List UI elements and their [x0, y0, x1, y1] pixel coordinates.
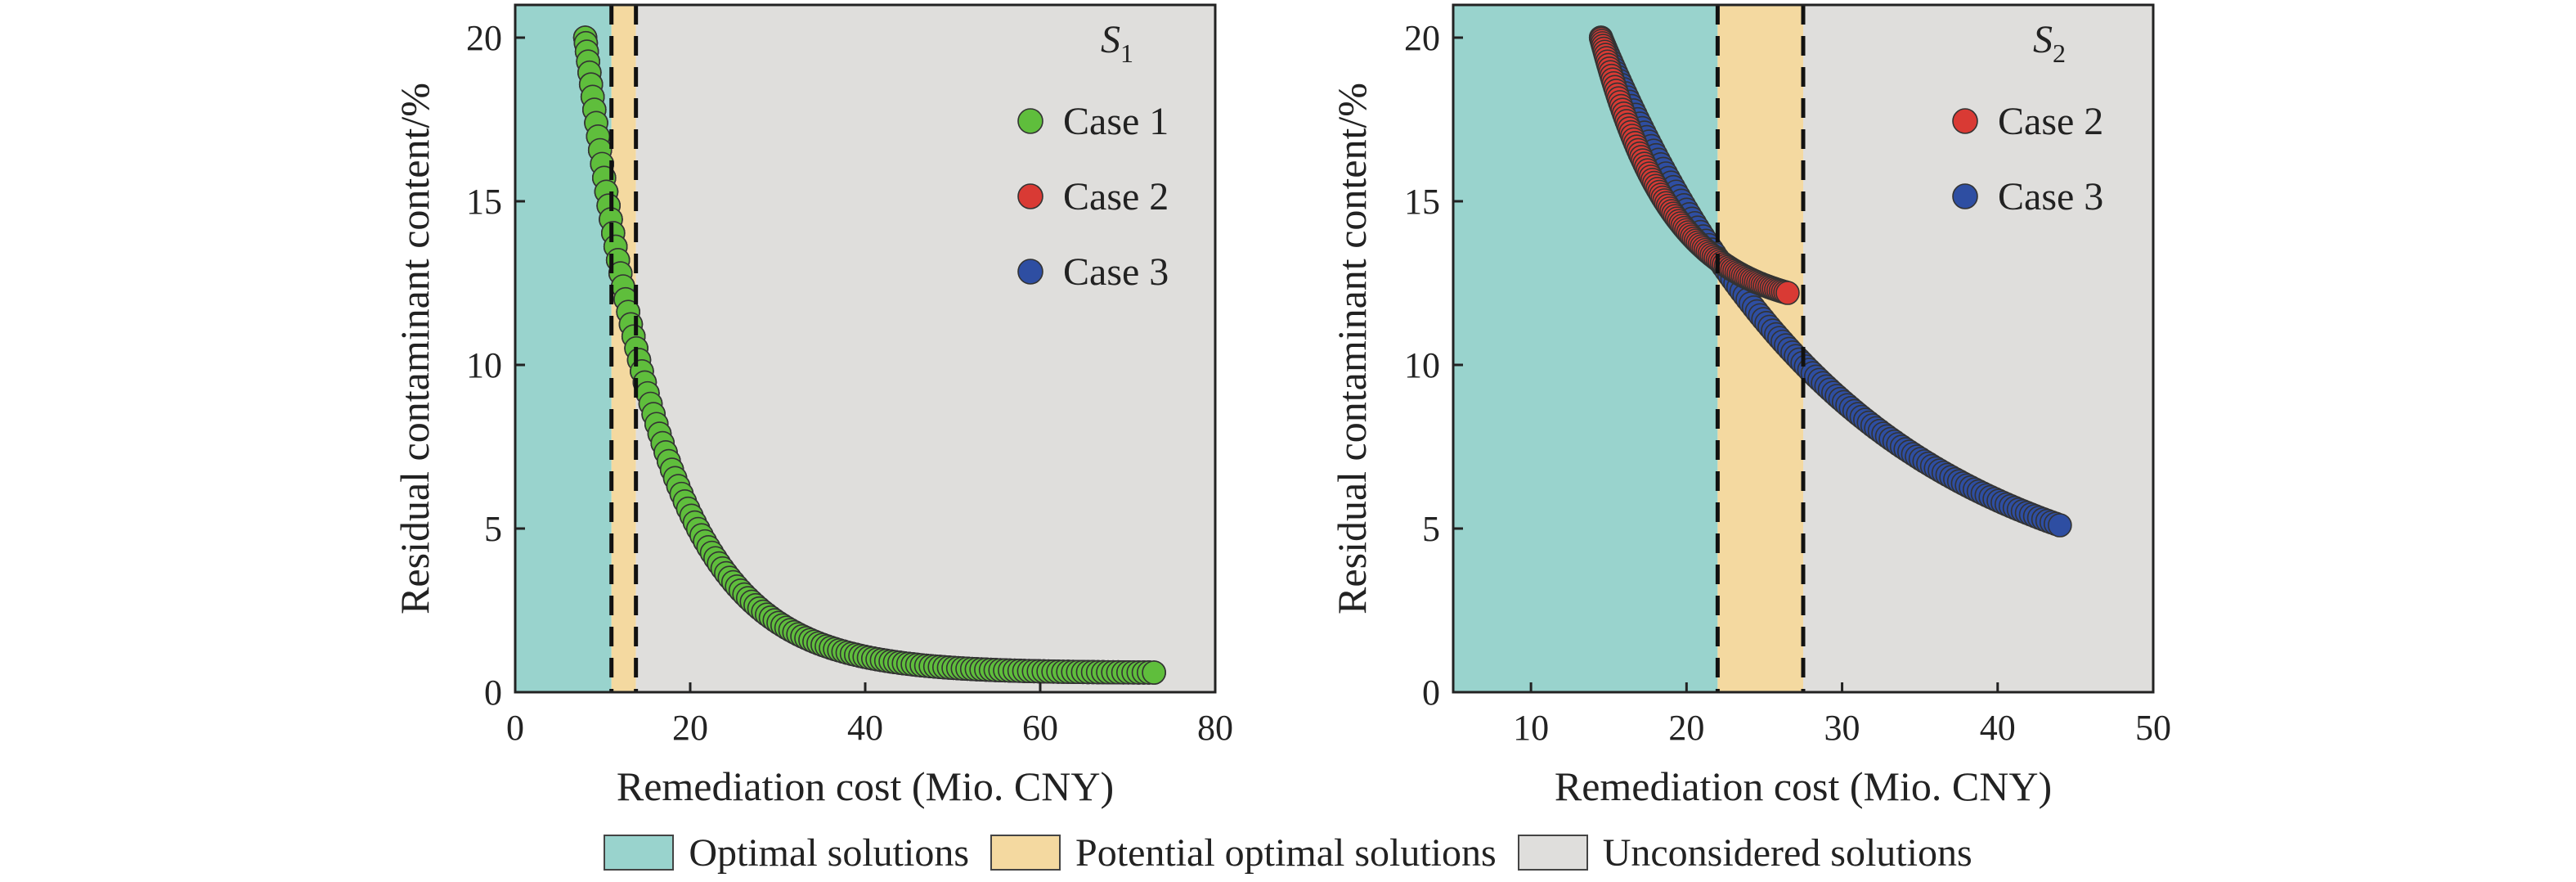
y-axis-title: Residual contaminant content/% — [1329, 83, 1375, 614]
plot-frame — [1452, 3, 2155, 694]
data-point — [1775, 281, 1800, 305]
x-tick-label: 20 — [1668, 708, 1704, 748]
x-tick-label: 40 — [1980, 708, 2016, 748]
panel-label-main: S — [2033, 18, 2053, 61]
legend-marker — [1017, 259, 1043, 285]
panel-label: S2 — [2033, 18, 2066, 68]
panel-label-sub: 2 — [2053, 38, 2066, 68]
legend-label: Case 2 — [1063, 175, 1169, 218]
x-axis-title: Remediation cost (Mio. CNY) — [617, 763, 1114, 809]
legend-item-unconsidered: Unconsidered solutions — [1517, 830, 1972, 875]
y-tick-label: 15 — [466, 182, 502, 222]
y-tick-label: 10 — [1404, 345, 1440, 385]
region-legend: Optimal solutions Potential optimal solu… — [0, 828, 2576, 877]
legend-label: Case 1 — [1063, 100, 1169, 143]
legend-swatch-potential — [990, 835, 1061, 871]
legend-label-unconsidered: Unconsidered solutions — [1602, 830, 1972, 875]
y-tick-label: 0 — [484, 673, 502, 713]
x-tick-label: 30 — [1824, 708, 1860, 748]
legend-marker — [1952, 108, 1978, 134]
x-tick-label: 60 — [1022, 708, 1058, 748]
x-tick-label: 40 — [847, 708, 883, 748]
y-tick-label: 10 — [466, 345, 502, 385]
series-case-1 — [572, 25, 1166, 685]
legend-label: Case 2 — [1998, 100, 2103, 143]
legend-swatch-unconsidered — [1517, 835, 1588, 871]
legend-marker — [1017, 183, 1043, 209]
legend-marker — [1952, 183, 1978, 209]
chart-panel-1: 0 20 40 60 80 0 5 10 15 20 Remediation cost (Mio. … — [392, 3, 1233, 809]
region-unconsidered — [1803, 5, 2153, 692]
legend-swatch-optimal — [604, 835, 675, 871]
panel-label: S1 — [1101, 18, 1133, 68]
chart-panel-2: 10 20 30 40 50 0 5 10 15 20 Remediation cost (Mio.… — [1329, 3, 2171, 809]
series-case-2 — [1588, 25, 1800, 305]
y-tick-label: 0 — [1422, 673, 1440, 713]
panel-label-sub: 1 — [1120, 38, 1133, 68]
y-tick-label: 5 — [484, 509, 502, 549]
legend-marker — [1017, 108, 1043, 134]
x-tick-label: 50 — [2135, 708, 2171, 748]
x-tick-label: 10 — [1513, 708, 1549, 748]
data-point — [2048, 513, 2072, 538]
region-optimal — [1453, 5, 1718, 692]
y-tick-label: 20 — [1404, 18, 1440, 58]
y-tick-label: 5 — [1422, 509, 1440, 549]
x-tick-label: 0 — [506, 708, 524, 748]
legend-label: Case 3 — [1063, 250, 1169, 294]
legend-label: Case 3 — [1998, 175, 2103, 218]
y-tick-label: 15 — [1404, 182, 1440, 222]
panel-label-main: S — [1101, 18, 1120, 61]
y-tick-label: 20 — [466, 18, 502, 58]
x-axis-title: Remediation cost (Mio. CNY) — [1555, 763, 2052, 809]
data-point — [1142, 660, 1166, 685]
x-tick-label: 80 — [1197, 708, 1233, 748]
legend-item-optimal: Optimal solutions — [604, 830, 969, 875]
legend-item-potential: Potential optimal solutions — [990, 830, 1497, 875]
legend-label-optimal: Optimal solutions — [689, 830, 970, 875]
x-tick-label: 20 — [672, 708, 708, 748]
legend-label-potential: Potential optimal solutions — [1075, 830, 1497, 875]
y-axis-title: Residual contaminant content/% — [392, 83, 438, 614]
